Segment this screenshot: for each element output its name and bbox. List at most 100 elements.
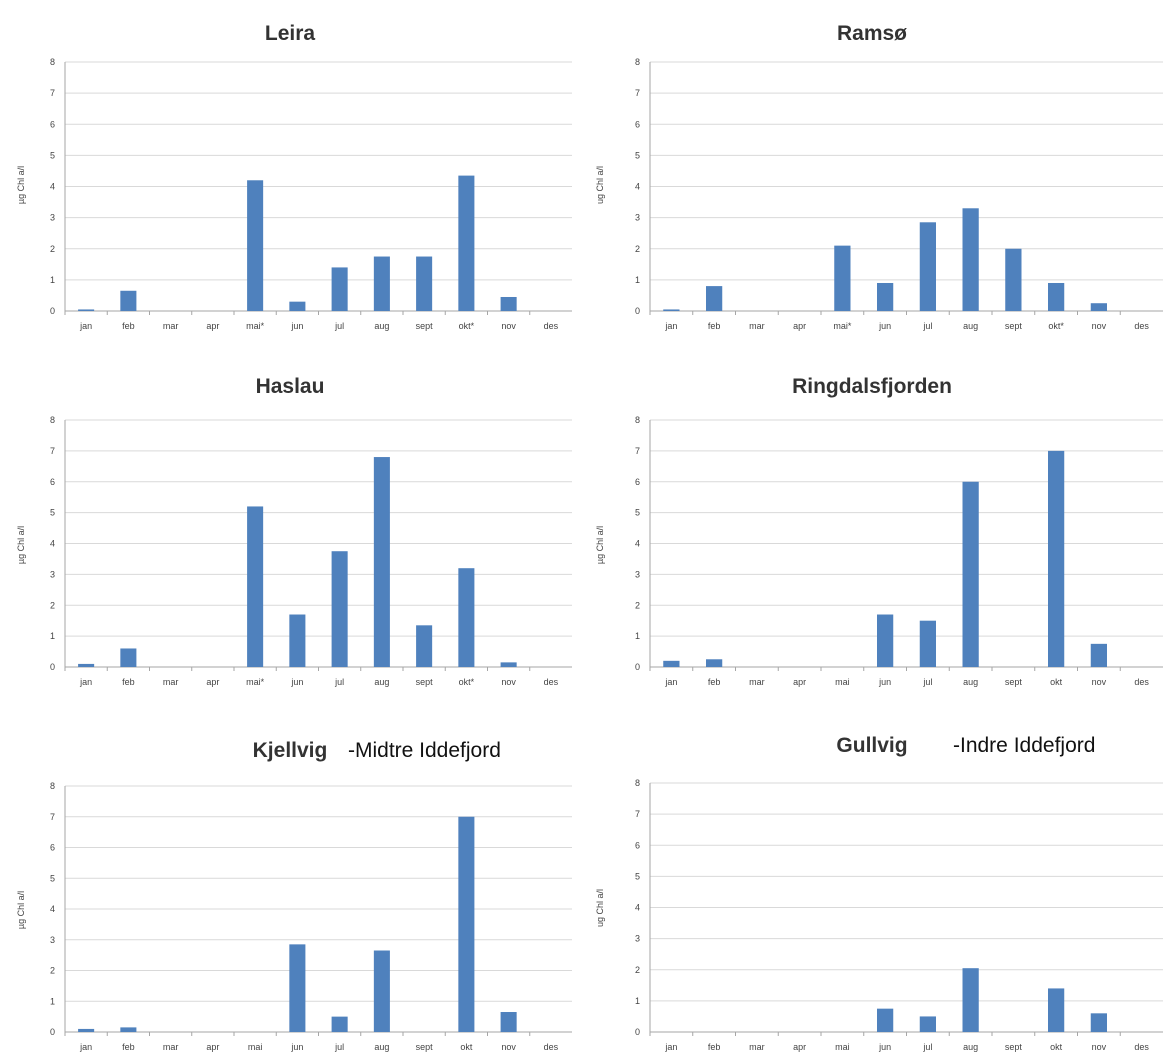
x-tick-label: jul	[334, 321, 344, 331]
y-axis-label: ug Chl a/l	[595, 889, 605, 927]
y-tick-label: 4	[635, 182, 640, 192]
x-tick-label: jun	[878, 677, 891, 687]
x-tick-label: nov	[501, 321, 516, 331]
y-tick-label: 8	[635, 778, 640, 788]
x-tick-label: jan	[664, 321, 677, 331]
y-tick-label: 2	[635, 965, 640, 975]
x-tick-label: des	[1134, 677, 1149, 687]
x-tick-label: feb	[708, 677, 721, 687]
x-tick-label: jun	[290, 677, 303, 687]
x-tick-label: jan	[79, 321, 92, 331]
x-tick-label: mai	[835, 677, 850, 687]
x-tick-label: mar	[163, 321, 179, 331]
x-tick-label: aug	[963, 321, 978, 331]
bar-okt	[458, 816, 475, 1032]
bar-nov	[500, 296, 517, 311]
y-tick-label: 8	[635, 57, 640, 67]
bar-mai	[247, 180, 264, 311]
x-tick-label: mar	[163, 1042, 179, 1052]
bar-feb	[120, 648, 137, 667]
bar-jun	[877, 614, 894, 667]
x-tick-label: jun	[878, 1042, 891, 1052]
x-tick-label: mar	[163, 677, 179, 687]
y-tick-label: 6	[635, 477, 640, 487]
chart-title: Gullvig	[836, 734, 907, 757]
y-tick-label: 3	[50, 935, 55, 945]
x-tick-label: sept	[416, 677, 434, 687]
bar-aug	[373, 256, 390, 311]
bar-nov	[1090, 1013, 1107, 1032]
y-tick-label: 7	[50, 88, 55, 98]
bar-nov	[500, 662, 517, 667]
y-axis-label: µg Chl a/l	[16, 166, 26, 204]
x-tick-label: des	[544, 1042, 559, 1052]
x-tick-label: okt*	[459, 677, 475, 687]
bar-aug	[962, 968, 979, 1032]
bar-jun	[289, 614, 306, 667]
x-tick-label: jul	[334, 1042, 344, 1052]
x-tick-label: mar	[749, 1042, 765, 1052]
y-tick-label: 3	[635, 213, 640, 223]
x-tick-label: okt*	[1048, 321, 1064, 331]
x-tick-label: sept	[1005, 1042, 1023, 1052]
x-tick-label: jan	[79, 1042, 92, 1052]
x-tick-label: feb	[708, 1042, 721, 1052]
x-tick-label: apr	[793, 677, 806, 687]
bar-okt	[1048, 450, 1065, 667]
bar-feb	[706, 659, 723, 667]
x-tick-label: feb	[122, 1042, 135, 1052]
y-axis-label: µg Chl a/l	[16, 526, 26, 564]
x-tick-label: mai	[248, 1042, 263, 1052]
bar-jul	[919, 1016, 936, 1032]
y-tick-label: 0	[50, 662, 55, 672]
bar-sept	[1005, 248, 1022, 311]
x-tick-label: okt	[460, 1042, 473, 1052]
bar-jun	[877, 1008, 894, 1032]
y-tick-label: 2	[50, 966, 55, 976]
y-tick-label: 4	[635, 539, 640, 549]
x-tick-label: jul	[922, 1042, 932, 1052]
x-tick-label: apr	[793, 1042, 806, 1052]
y-tick-label: 1	[50, 996, 55, 1006]
y-tick-label: 3	[635, 569, 640, 579]
y-tick-label: 1	[50, 631, 55, 641]
y-tick-label: 8	[50, 57, 55, 67]
bar-jan	[78, 309, 95, 311]
x-tick-label: okt	[1050, 677, 1063, 687]
x-tick-label: mai*	[246, 321, 265, 331]
x-tick-label: nov	[1092, 321, 1107, 331]
y-tick-label: 2	[635, 244, 640, 254]
x-tick-label: jun	[290, 321, 303, 331]
x-tick-label: apr	[206, 1042, 219, 1052]
y-tick-label: 5	[635, 871, 640, 881]
y-tick-label: 0	[635, 662, 640, 672]
bar-jul	[919, 222, 936, 311]
x-tick-label: des	[544, 321, 559, 331]
y-tick-label: 2	[50, 600, 55, 610]
x-tick-label: nov	[501, 677, 516, 687]
x-tick-label: jun	[290, 1042, 303, 1052]
x-tick-label: aug	[374, 677, 389, 687]
y-tick-label: 6	[50, 843, 55, 853]
bar-nov	[500, 1012, 517, 1032]
x-tick-label: des	[1134, 1042, 1149, 1052]
bar-jun	[289, 301, 306, 311]
chart-panel-6: 0 1 2 3 4 5 6 7 8 jan feb mar apr mai jun jul aug sept okt…	[595, 734, 1163, 1052]
y-tick-label: 1	[50, 275, 55, 285]
y-tick-label: 4	[50, 182, 55, 192]
x-tick-label: des	[1134, 321, 1149, 331]
bar-jun	[289, 944, 306, 1032]
chart-panel-1: 0 1 2 3 4 5 6 7 8 jan feb mar apr mai* jun jul aug sept ok…	[16, 22, 572, 331]
y-tick-label: 7	[635, 809, 640, 819]
x-tick-label: des	[544, 677, 559, 687]
bar-okt	[1048, 988, 1065, 1032]
x-tick-label: nov	[1092, 677, 1107, 687]
bar-okt	[458, 175, 475, 311]
bar-sept	[416, 625, 433, 667]
bar-feb	[120, 1027, 137, 1032]
x-tick-label: apr	[793, 321, 806, 331]
bar-jan	[663, 309, 680, 311]
x-tick-label: jan	[664, 1042, 677, 1052]
